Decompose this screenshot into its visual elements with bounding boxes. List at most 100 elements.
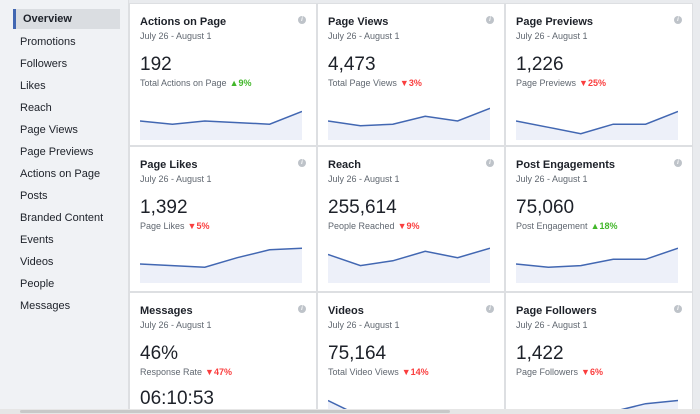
card-date: July 26 - August 1 bbox=[140, 174, 212, 184]
sidebar-item-page-views[interactable]: Page Views bbox=[20, 124, 78, 136]
card-title: Page Likes bbox=[140, 159, 198, 171]
delta-value: 14% bbox=[410, 367, 429, 377]
metric-label: People Reached ▼9% bbox=[328, 221, 420, 231]
metric-sublabel: Total Page Views bbox=[328, 78, 397, 88]
metric-sublabel: Page Likes bbox=[140, 221, 185, 231]
card-page-followers[interactable]: Page Followers July 26 - August 1 i 1,42… bbox=[505, 292, 693, 414]
sparkline-line bbox=[516, 247, 678, 268]
info-icon[interactable]: i bbox=[674, 16, 682, 24]
info-icon[interactable]: i bbox=[674, 159, 682, 167]
sidebar-item-likes[interactable]: Likes bbox=[20, 80, 46, 92]
sparkline-chart bbox=[140, 110, 302, 140]
metric-value: 1,392 bbox=[140, 197, 188, 218]
info-icon[interactable]: i bbox=[298, 16, 306, 24]
card-title: Page Followers bbox=[516, 305, 597, 317]
card-reach[interactable]: Reach July 26 - August 1 i 255,614 Peopl… bbox=[317, 146, 505, 292]
metric-label: Total Video Views ▼14% bbox=[328, 367, 429, 377]
info-icon[interactable]: i bbox=[674, 305, 682, 313]
metric-sublabel: People Reached bbox=[328, 221, 395, 231]
delta-down-badge: ▼6% bbox=[581, 367, 603, 377]
card-title: Videos bbox=[328, 305, 364, 317]
info-icon[interactable]: i bbox=[486, 159, 494, 167]
metric-value: 75,164 bbox=[328, 343, 387, 364]
card-title: Page Views bbox=[328, 16, 389, 28]
sparkline-area bbox=[516, 111, 678, 140]
delta-value: 6% bbox=[589, 367, 603, 377]
sparkline-chart bbox=[516, 247, 678, 283]
metric-sublabel: Response Rate bbox=[140, 367, 203, 377]
card-messages[interactable]: Messages July 26 - August 1 i 46% Respon… bbox=[129, 292, 317, 414]
card-title: Reach bbox=[328, 159, 362, 171]
delta-down-badge: ▼3% bbox=[399, 78, 422, 88]
info-icon[interactable]: i bbox=[486, 16, 494, 24]
card-actions-on-page[interactable]: Actions on Page July 26 - August 1 i 192… bbox=[129, 3, 317, 146]
delta-up-badge: ▲18% bbox=[590, 221, 618, 231]
metric-value: 192 bbox=[140, 54, 172, 75]
scrollbar-thumb[interactable] bbox=[20, 410, 450, 413]
sparkline-area bbox=[140, 248, 302, 283]
card-page-previews[interactable]: Page Previews July 26 - August 1 i 1,226… bbox=[505, 3, 693, 146]
sparkline-area bbox=[328, 248, 490, 283]
card-title: Actions on Page bbox=[140, 16, 227, 28]
sparkline-chart bbox=[140, 247, 302, 283]
sparkline-chart bbox=[328, 107, 490, 140]
metric-sublabel: Page Followers bbox=[516, 367, 579, 377]
delta-down-badge: ▼14% bbox=[401, 367, 429, 377]
card-date: July 26 - August 1 bbox=[328, 320, 400, 330]
horizontal-scrollbar[interactable] bbox=[0, 409, 700, 414]
sparkline-line bbox=[140, 110, 302, 125]
metric-label: Total Page Views ▼3% bbox=[328, 78, 422, 88]
sidebar-item-people[interactable]: People bbox=[20, 278, 55, 290]
sidebar-item-actions-on-page[interactable]: Actions on Page bbox=[20, 168, 101, 180]
sidebar-item-overview[interactable]: Overview bbox=[13, 9, 120, 29]
sidebar-item-reach[interactable]: Reach bbox=[20, 102, 52, 114]
sidebar-item-branded-content[interactable]: Branded Content bbox=[20, 212, 104, 224]
sidebar-item-events[interactable]: Events bbox=[20, 234, 54, 246]
sidebar-item-posts[interactable]: Posts bbox=[20, 190, 48, 202]
card-videos[interactable]: Videos July 26 - August 1 i 75,164 Total… bbox=[317, 292, 505, 414]
metric-sublabel: Total Video Views bbox=[328, 367, 399, 377]
sidebar-item-promotions[interactable]: Promotions bbox=[20, 36, 76, 48]
card-date: July 26 - August 1 bbox=[328, 31, 400, 41]
metric-value: 1,422 bbox=[516, 343, 564, 364]
delta-up-badge: ▲9% bbox=[229, 78, 252, 88]
sidebar-item-page-previews[interactable]: Page Previews bbox=[20, 146, 94, 158]
sidebar-item-followers[interactable]: Followers bbox=[20, 58, 68, 70]
metric-label: Page Followers ▼6% bbox=[516, 367, 603, 377]
metric-value: 46% bbox=[140, 343, 179, 364]
sparkline-area bbox=[140, 111, 302, 140]
response-time-value: 06:10:53 bbox=[140, 388, 214, 409]
sidebar-item-messages[interactable]: Messages bbox=[20, 300, 71, 312]
card-date: July 26 - August 1 bbox=[140, 31, 212, 41]
card-title: Post Engagements bbox=[516, 159, 616, 171]
metric-label: Page Previews ▼25% bbox=[516, 78, 606, 88]
delta-value: 3% bbox=[408, 78, 422, 88]
delta-value: 9% bbox=[238, 78, 252, 88]
metric-sublabel: Total Actions on Page bbox=[140, 78, 227, 88]
delta-value: 5% bbox=[196, 221, 210, 231]
delta-value: 25% bbox=[587, 78, 606, 88]
card-title: Page Previews bbox=[516, 16, 594, 28]
sidebar-item-videos[interactable]: Videos bbox=[20, 256, 54, 268]
metric-label: Total Actions on Page ▲9% bbox=[140, 78, 252, 88]
sparkline-line bbox=[328, 247, 490, 267]
delta-down-badge: ▼9% bbox=[397, 221, 420, 231]
card-page-likes[interactable]: Page Likes July 26 - August 1 i 1,392 Pa… bbox=[129, 146, 317, 292]
card-date: July 26 - August 1 bbox=[140, 320, 212, 330]
sparkline-line bbox=[516, 110, 678, 135]
metric-value: 4,473 bbox=[328, 54, 376, 75]
info-icon[interactable]: i bbox=[298, 305, 306, 313]
card-page-views[interactable]: Page Views July 26 - August 1 i 4,473 To… bbox=[317, 3, 505, 146]
sparkline-chart bbox=[516, 110, 678, 140]
card-post-engagements[interactable]: Post Engagements July 26 - August 1 i 75… bbox=[505, 146, 693, 292]
sparkline-line bbox=[328, 107, 490, 127]
sparkline-area bbox=[516, 248, 678, 283]
info-icon[interactable]: i bbox=[486, 305, 494, 313]
delta-down-badge: ▼47% bbox=[205, 367, 232, 377]
delta-down-badge: ▼25% bbox=[579, 78, 606, 88]
card-title: Messages bbox=[140, 305, 193, 317]
delta-value: 47% bbox=[213, 367, 232, 377]
card-date: July 26 - August 1 bbox=[328, 174, 400, 184]
sparkline-line bbox=[598, 399, 678, 413]
info-icon[interactable]: i bbox=[298, 159, 306, 167]
